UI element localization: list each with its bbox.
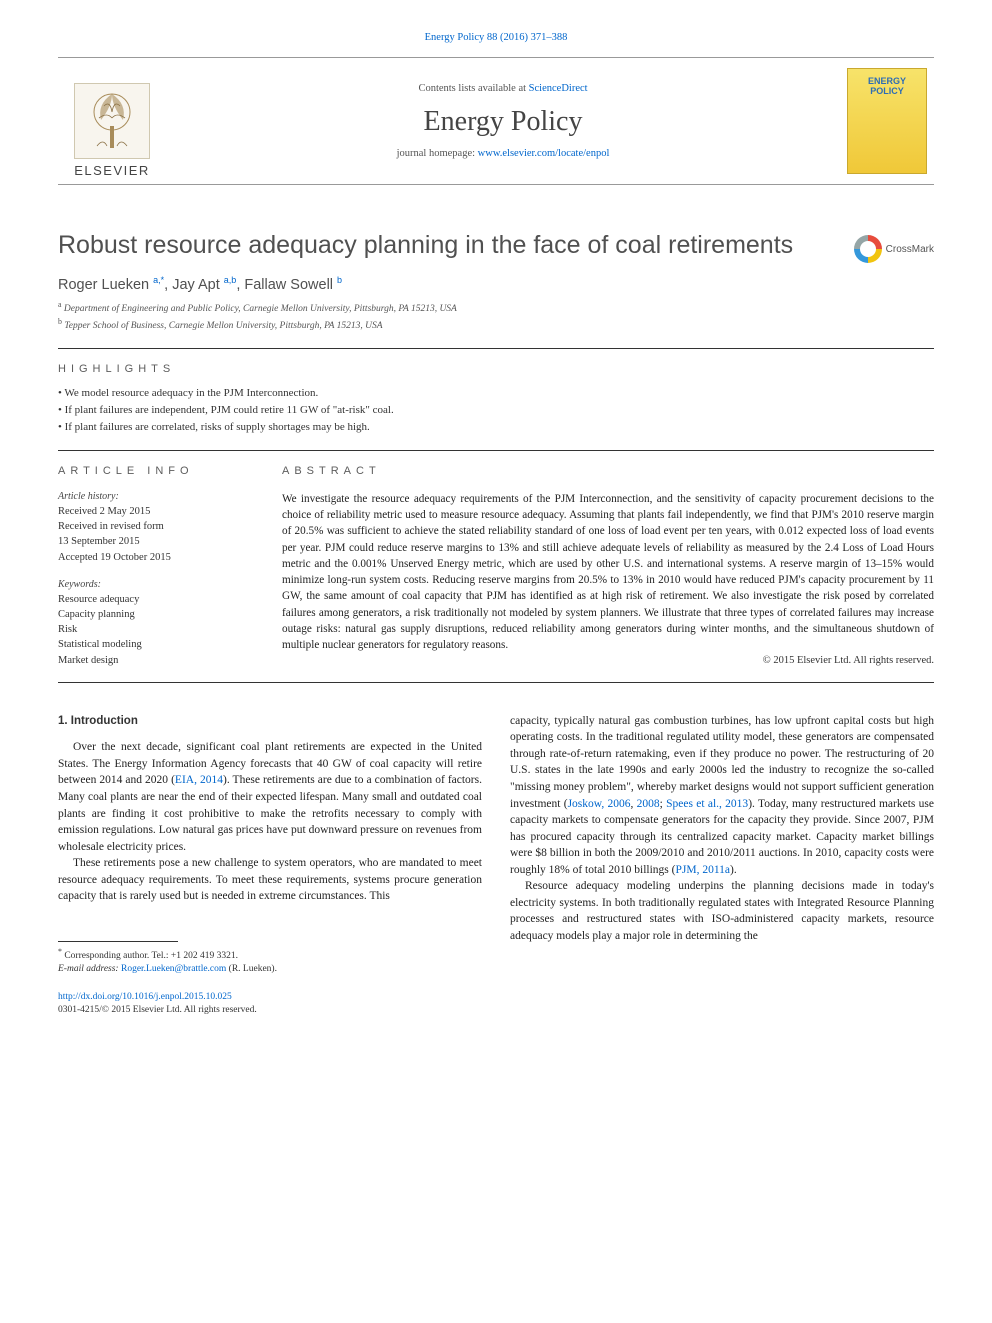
authors: Roger Lueken a,*, Jay Apt a,b, Fallaw So…	[58, 275, 934, 293]
cover-line2: POLICY	[870, 87, 904, 97]
left-column: 1. Introduction Over the next decade, si…	[58, 713, 482, 977]
journal-name: Energy Policy	[424, 106, 583, 138]
right-p2: Resource adequacy modeling underpins the…	[510, 878, 934, 944]
keywords-label: Keywords:	[58, 579, 254, 590]
email-attrib: (R. Lueken).	[226, 964, 277, 974]
page-footer: http://dx.doi.org/10.1016/j.enpol.2015.1…	[58, 991, 934, 1018]
highlights-heading: HIGHLIGHTS	[58, 363, 934, 375]
keywords-body: Resource adequacyCapacity planningRiskSt…	[58, 592, 254, 668]
journal-cover: ENERGY POLICY	[840, 58, 934, 184]
highlight-item: If plant failures are independent, PJM c…	[58, 402, 934, 419]
abstract-text: We investigate the resource adequacy req…	[282, 491, 934, 653]
highlight-item: We model resource adequacy in the PJM In…	[58, 385, 934, 402]
sciencedirect-link[interactable]: ScienceDirect	[529, 83, 588, 94]
contents-prefix: Contents lists available at	[418, 83, 528, 94]
rule-2	[58, 450, 934, 451]
email-link[interactable]: Roger.Lueken@brattle.com	[121, 964, 226, 974]
citation-link[interactable]: Joskow, 2006	[568, 798, 631, 810]
publisher-logo: ELSEVIER	[58, 58, 166, 184]
abstract-copyright: © 2015 Elsevier Ltd. All rights reserved…	[282, 655, 934, 666]
article-info-heading: ARTICLE INFO	[58, 465, 254, 477]
abstract-heading: ABSTRACT	[282, 465, 934, 477]
email-label: E-mail address:	[58, 964, 121, 974]
rule-3	[58, 682, 934, 683]
journal-homepage-link[interactable]: www.elsevier.com/locate/enpol	[478, 148, 610, 159]
citation-link[interactable]: EIA, 2014	[175, 774, 223, 786]
highlights-section: HIGHLIGHTS We model resource adequacy in…	[58, 363, 934, 436]
right-column: capacity, typically natural gas combusti…	[510, 713, 934, 977]
body-columns: 1. Introduction Over the next decade, si…	[58, 713, 934, 977]
left-p1: Over the next decade, significant coal p…	[58, 739, 482, 855]
highlights-list: We model resource adequacy in the PJM In…	[58, 385, 934, 436]
article-info-column: ARTICLE INFO Article history: Received 2…	[58, 465, 254, 668]
citation-link[interactable]: 2008	[637, 798, 660, 810]
contents-available-line: Contents lists available at ScienceDirec…	[418, 83, 587, 94]
cover-thumbnail: ENERGY POLICY	[847, 68, 927, 174]
homepage-prefix: journal homepage:	[397, 148, 478, 159]
crossmark-label: CrossMark	[886, 244, 934, 255]
affil-a: a a Department of Engineering and Public…	[58, 299, 934, 316]
footnotes: * Corresponding author. Tel.: +1 202 419…	[58, 941, 482, 977]
issn-line: 0301-4215/© 2015 Elsevier Ltd. All right…	[58, 1005, 257, 1015]
journal-header: ELSEVIER Contents lists available at Sci…	[58, 57, 934, 185]
left-p2: These retirements pose a new challenge t…	[58, 855, 482, 905]
affil-b: b b Tepper School of Business, Carnegie …	[58, 316, 934, 333]
affiliations: a a Department of Engineering and Public…	[58, 299, 934, 334]
history-body: Received 2 May 2015Received in revised f…	[58, 504, 254, 565]
corresponding-author: * Corresponding author. Tel.: +1 202 419…	[58, 946, 482, 963]
journal-homepage-line: journal homepage: www.elsevier.com/locat…	[397, 148, 610, 159]
header-center: Contents lists available at ScienceDirec…	[166, 58, 840, 184]
intro-heading: 1. Introduction	[58, 713, 482, 730]
crossmark-badge[interactable]: CrossMark	[854, 235, 934, 263]
right-p1: capacity, typically natural gas combusti…	[510, 713, 934, 878]
article-title: Robust resource adequacy planning in the…	[58, 231, 854, 260]
elsevier-tree-icon	[74, 83, 150, 159]
crossmark-icon	[854, 235, 882, 263]
citation-link[interactable]: Energy Policy 88 (2016) 371–388	[425, 32, 568, 43]
highlight-item: If plant failures are correlated, risks …	[58, 419, 934, 436]
citation-link[interactable]: Spees et al., 2013	[666, 798, 748, 810]
rule-1	[58, 348, 934, 349]
abstract-column: ABSTRACT We investigate the resource ade…	[282, 465, 934, 668]
publisher-name: ELSEVIER	[74, 163, 150, 178]
history-label: Article history:	[58, 491, 254, 502]
citation-link[interactable]: PJM, 2011a	[675, 864, 730, 876]
email-line: E-mail address: Roger.Lueken@brattle.com…	[58, 963, 482, 976]
doi-link[interactable]: http://dx.doi.org/10.1016/j.enpol.2015.1…	[58, 992, 232, 1002]
journal-citation: Energy Policy 88 (2016) 371–388	[58, 32, 934, 43]
